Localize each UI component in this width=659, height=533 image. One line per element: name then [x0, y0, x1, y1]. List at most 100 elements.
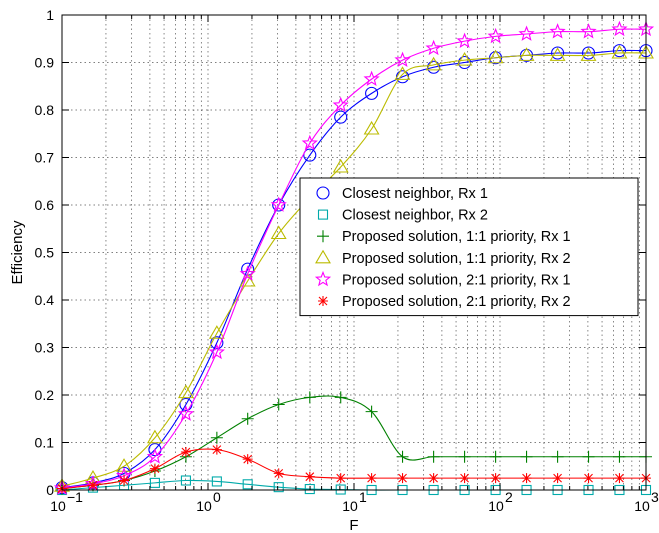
marker-asterisk	[366, 473, 377, 484]
marker-star	[611, 20, 628, 37]
marker-star	[363, 70, 380, 87]
marker-plus	[427, 450, 440, 463]
marker-plus	[272, 398, 285, 411]
x-tick-label: 10	[488, 498, 504, 514]
marker-star	[270, 196, 287, 212]
series-line	[61, 52, 647, 487]
marker-triangle	[611, 44, 628, 59]
legend-item: Closest neighbor, Rx 1	[316, 186, 488, 202]
x-tick-label: 10	[634, 498, 650, 514]
marker-plus	[458, 450, 471, 463]
marker-triangle	[239, 272, 256, 287]
y-tick-label: 0.3	[35, 340, 55, 356]
marker-square	[317, 209, 329, 220]
x-tick-exponent: 0	[213, 489, 221, 505]
marker-asterisk	[318, 296, 328, 306]
legend-label: Proposed solution, 1:1 priority, Rx 1	[342, 229, 571, 245]
marker-triangle	[549, 47, 566, 61]
marker-triangle	[208, 325, 225, 339]
marker-plus	[241, 412, 254, 425]
marker-star	[580, 23, 597, 39]
marker-star	[425, 39, 442, 56]
marker-asterisk	[273, 468, 284, 479]
marker-asterisk	[180, 447, 191, 457]
marker-asterisk	[211, 444, 222, 455]
marker-star	[239, 265, 256, 281]
marker-square	[180, 475, 191, 486]
marker-asterisk	[614, 473, 625, 484]
marker-star	[487, 27, 504, 44]
legend-label: Closest neighbor, Rx 1	[342, 186, 488, 202]
legend-label: Proposed solution, 2:1 priority, Rx 1	[342, 272, 571, 288]
marker-asterisk	[304, 471, 315, 482]
y-tick-label: 0.6	[35, 197, 55, 213]
marker-triangle	[116, 458, 132, 472]
marker-square	[304, 483, 315, 495]
marker-square	[149, 477, 160, 488]
legend: Closest neighbor, Rx 1 Closest neighbor, …	[299, 177, 639, 317]
marker-asterisk	[119, 475, 130, 486]
marker-triangle	[518, 47, 535, 61]
marker-plus	[520, 450, 533, 463]
marker-asterisk	[521, 473, 532, 484]
marker-plus	[396, 450, 409, 463]
marker-star	[394, 51, 411, 68]
legend-item: Proposed solution, 2:1 priority, Rx 2	[318, 294, 571, 310]
y-tick-label: 0.4	[35, 292, 55, 308]
y-tick-label: 0	[46, 482, 54, 498]
marker-plus	[303, 391, 316, 404]
marker-star	[146, 448, 164, 464]
y-tick-label: 0.1	[35, 435, 55, 451]
legend-item: Proposed solution, 1:1 priority, Rx 2	[315, 249, 571, 267]
marker-star	[456, 32, 473, 49]
x-tick-exponent: 2	[505, 489, 513, 505]
marker-plus	[613, 450, 626, 463]
marker-asterisk	[459, 473, 470, 484]
marker-asterisk	[397, 473, 408, 484]
marker-circle	[303, 148, 317, 162]
marker-triangle	[487, 49, 504, 64]
marker-plus	[489, 450, 502, 463]
y-tick-label: 1	[46, 7, 54, 23]
marker-circle	[581, 46, 596, 60]
x-axis-label: F	[349, 517, 358, 533]
ticks	[61, 14, 647, 491]
marker-star	[518, 25, 535, 41]
marker-asterisk	[242, 454, 253, 465]
marker-plus	[334, 391, 347, 404]
x-tick-label: 10	[196, 498, 212, 514]
marker-asterisk	[583, 473, 594, 484]
marker-triangle	[580, 47, 597, 61]
legend-label: Proposed solution, 1:1 priority, Rx 2	[342, 251, 571, 267]
marker-triangle	[146, 429, 163, 444]
legend-box	[299, 177, 639, 317]
x-tick-exponent: −1	[67, 489, 83, 505]
marker-star	[177, 405, 195, 421]
y-tick-labels: 0 0.1 0.2 0.3 0.4 0.5 0.6 0.7 0.8 0.9 1	[35, 7, 55, 498]
legend-label: Closest neighbor, Rx 2	[342, 208, 488, 224]
series-layer	[53, 20, 655, 496]
y-axis-label: Efficiency	[9, 220, 26, 284]
marker-asterisk	[552, 473, 563, 484]
marker-triangle	[332, 158, 349, 173]
series-line	[61, 28, 647, 489]
marker-circle	[210, 336, 224, 350]
marker-square	[211, 476, 222, 487]
marker-plus	[210, 431, 223, 444]
x-tick-label: 10	[50, 498, 66, 514]
x-tick-exponent: 3	[651, 489, 659, 505]
marker-triangle	[315, 249, 331, 264]
marker-triangle	[363, 120, 380, 135]
marker-circle	[612, 44, 627, 58]
marker-circle	[551, 46, 565, 60]
legend-item: Closest neighbor, Rx 2	[317, 208, 488, 224]
y-tick-label: 0.8	[35, 102, 55, 118]
marker-triangle	[270, 225, 287, 240]
y-tick-label: 0.9	[35, 55, 55, 71]
x-tick-label: 10	[342, 498, 358, 514]
y-tick-label: 0.7	[35, 150, 55, 166]
marker-star	[208, 343, 225, 360]
y-tick-label: 0.5	[35, 245, 55, 261]
